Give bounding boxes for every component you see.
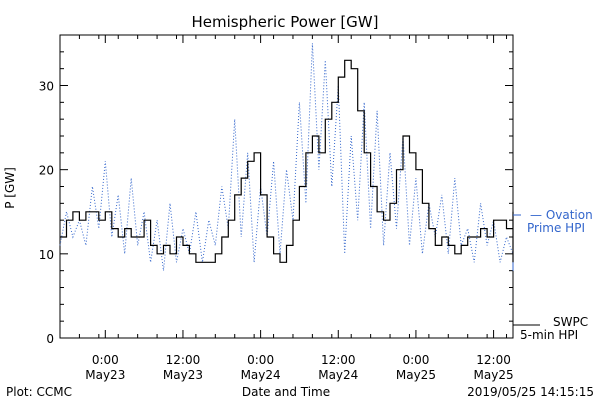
footer-timestamp: 2019/05/25 14:15:15 — [467, 385, 594, 399]
x-tick-label-date: May24 — [318, 368, 358, 382]
y-tick-label: 10 — [39, 248, 54, 262]
x-tick-label-date: May25 — [474, 368, 514, 382]
x-axis: 0:00May2312:00May230:00May2412:00May240:… — [59, 35, 514, 382]
x-tick-label-time: 0:00 — [402, 353, 429, 367]
legend-ovation-line1: — Ovation — [530, 208, 593, 222]
x-tick-label-date: May23 — [163, 368, 203, 382]
x-axis-label: Date and Time — [242, 385, 330, 399]
footer-plot-credit: Plot: CCMC — [6, 385, 72, 399]
y-tick-label: 30 — [39, 80, 54, 94]
legend-swpc-line2: 5-min HPI — [520, 328, 578, 342]
x-tick-label-time: 0:00 — [92, 353, 119, 367]
x-tick-label-date: May23 — [85, 368, 125, 382]
x-tick-label-date: May25 — [396, 368, 436, 382]
x-tick-label-time: 12:00 — [166, 353, 201, 367]
y-tick-label: 20 — [39, 164, 54, 178]
series-swpc-5min-hpi — [60, 59, 514, 263]
legend: — Ovation Prime HPI SWPC 5-min HPI — [513, 208, 593, 342]
chart-title: Hemispheric Power [GW] — [192, 13, 379, 31]
x-tick-label-time: 0:00 — [247, 353, 274, 367]
y-axis: 0 10 20 30 — [39, 51, 513, 346]
plot-frame — [59, 34, 514, 339]
series-ovation-prime-hpi — [59, 43, 514, 271]
x-tick-label-date: May24 — [241, 368, 281, 382]
x-tick-label-time: 12:00 — [321, 353, 356, 367]
legend-ovation-line2: Prime HPI — [527, 221, 585, 235]
y-axis-label: P [GW] — [3, 167, 17, 209]
y-tick-label: 0 — [46, 332, 54, 346]
x-tick-label-time: 12:00 — [476, 353, 511, 367]
legend-swpc-line1: SWPC — [553, 315, 588, 329]
